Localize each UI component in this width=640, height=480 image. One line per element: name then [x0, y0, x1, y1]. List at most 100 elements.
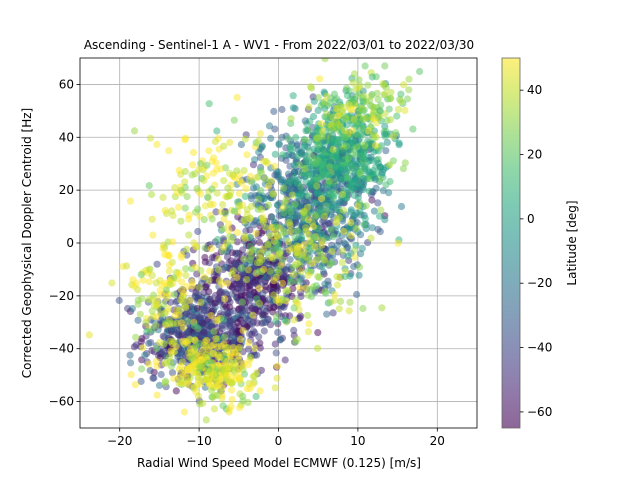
data-point [281, 316, 289, 324]
data-point [206, 381, 214, 389]
data-point [127, 359, 135, 367]
data-point [327, 259, 336, 267]
data-point [153, 260, 161, 268]
data-point [251, 156, 259, 164]
data-point [356, 263, 364, 271]
data-point [266, 321, 275, 329]
data-point [191, 342, 200, 350]
data-point [202, 283, 210, 291]
data-point [262, 224, 270, 232]
data-point [246, 296, 254, 304]
data-point [226, 138, 234, 147]
data-point [286, 143, 294, 151]
data-point [175, 307, 184, 315]
data-point [200, 273, 208, 281]
data-point [247, 178, 255, 186]
data-point [181, 302, 189, 310]
data-point [370, 115, 378, 123]
data-point [186, 296, 194, 304]
data-point [212, 316, 220, 324]
data-point [284, 238, 292, 246]
data-point [345, 307, 353, 315]
data-point [278, 133, 286, 141]
data-point [196, 316, 204, 324]
data-point [333, 215, 341, 224]
data-point [214, 235, 222, 244]
x-tick-label: 10 [350, 434, 365, 448]
colorbar-tick-label: −60 [527, 405, 552, 419]
data-point [297, 312, 305, 320]
data-point [395, 139, 403, 147]
data-point [374, 159, 382, 167]
data-point [232, 280, 240, 288]
data-point [328, 247, 336, 256]
data-point [148, 307, 156, 315]
data-point [405, 75, 413, 83]
data-point [159, 193, 167, 201]
x-tick-label: −20 [107, 434, 132, 448]
data-point [327, 190, 336, 198]
data-point [148, 271, 156, 279]
data-point [204, 193, 212, 201]
data-point [287, 278, 295, 286]
data-point [257, 186, 265, 195]
data-point [382, 147, 390, 155]
data-point [333, 273, 341, 281]
data-point [375, 114, 383, 122]
data-point [149, 231, 157, 239]
data-point [220, 243, 228, 251]
data-point [137, 338, 145, 346]
data-point [181, 178, 189, 186]
data-point [350, 70, 358, 78]
data-point [249, 327, 258, 335]
data-point [197, 160, 205, 168]
data-point [270, 291, 278, 299]
colorbar [501, 57, 521, 429]
data-point [343, 84, 351, 92]
data-point [271, 162, 279, 170]
data-point [191, 263, 199, 271]
data-point [396, 95, 404, 103]
x-tick-label: −10 [186, 434, 211, 448]
data-point [215, 298, 223, 306]
data-point [297, 183, 305, 191]
data-point [182, 309, 191, 317]
data-point [225, 226, 233, 234]
data-point [376, 212, 384, 220]
data-point [304, 171, 312, 179]
data-point [145, 278, 153, 286]
data-point [152, 279, 160, 287]
data-point [304, 271, 312, 279]
data-point [213, 189, 221, 197]
data-point [297, 268, 305, 276]
data-point [385, 189, 393, 197]
data-point [115, 296, 123, 305]
data-point [315, 273, 323, 281]
data-point [260, 327, 268, 335]
data-point [271, 150, 279, 158]
data-point [132, 333, 140, 341]
data-point [258, 143, 266, 151]
data-point [178, 278, 186, 286]
data-point [306, 237, 314, 246]
data-point [208, 185, 216, 193]
data-point [279, 151, 287, 159]
data-point [243, 385, 251, 393]
data-point [204, 368, 213, 376]
data-point [343, 142, 351, 150]
data-point [352, 224, 360, 232]
data-point [172, 387, 180, 395]
data-point [330, 90, 338, 98]
data-point [389, 133, 397, 141]
data-point [215, 277, 224, 285]
data-point [338, 176, 346, 184]
data-point [303, 253, 311, 261]
data-point [304, 157, 312, 165]
data-point [173, 319, 181, 327]
data-point [137, 271, 145, 279]
data-point [355, 84, 363, 92]
data-point [251, 344, 259, 352]
data-point [371, 175, 379, 183]
data-point [326, 99, 334, 107]
